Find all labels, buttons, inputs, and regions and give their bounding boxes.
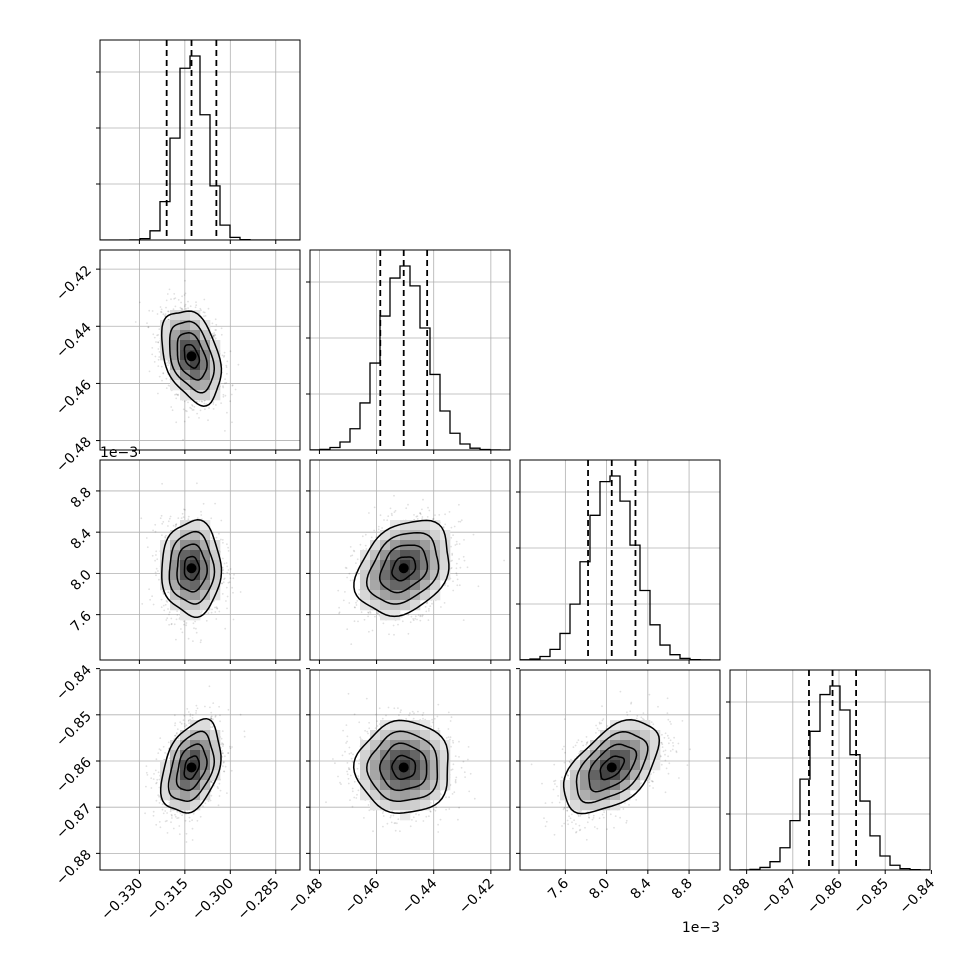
contour-level-0 bbox=[391, 754, 417, 781]
contour-level-1 bbox=[378, 544, 429, 594]
panel-3-0 bbox=[96, 668, 301, 874]
panel-frame bbox=[99, 669, 301, 871]
density-peak bbox=[398, 563, 409, 574]
y-tick-label-1-0: −0.48 bbox=[53, 434, 95, 476]
contour-level-3 bbox=[353, 519, 450, 618]
x-tick-label-1-2: −0.44 bbox=[399, 875, 441, 917]
density-cells bbox=[360, 720, 451, 821]
density-peak bbox=[186, 351, 197, 362]
contour-level-1 bbox=[379, 742, 428, 792]
panel-frame bbox=[519, 459, 721, 661]
x-tick-label-3-1: −0.87 bbox=[758, 876, 800, 918]
panel-2-1 bbox=[306, 459, 511, 664]
density-peak bbox=[398, 762, 409, 773]
histogram-step bbox=[310, 265, 510, 450]
contour-level-2 bbox=[168, 530, 216, 605]
density-peak bbox=[186, 762, 197, 773]
panel-3-3 bbox=[726, 669, 932, 874]
y-tick-label-1-2: −0.44 bbox=[53, 320, 95, 362]
y-tick-label-2-1: 8.0 bbox=[68, 567, 95, 594]
panel-3-1 bbox=[306, 668, 511, 874]
x-offset-text-2: 1e−3 bbox=[682, 920, 720, 936]
y-tick-label-2-0: 7.6 bbox=[68, 608, 95, 635]
y-tick-label-1-3: −0.42 bbox=[53, 263, 95, 305]
y-tick-label-3-3: −0.85 bbox=[53, 708, 95, 750]
contour-level-3 bbox=[159, 717, 222, 814]
contour-level-0 bbox=[599, 755, 626, 781]
panel-frame bbox=[99, 459, 301, 661]
contour-level-1 bbox=[175, 743, 208, 792]
contour-level-0 bbox=[391, 556, 417, 582]
x-tick-label-1-0: −0.48 bbox=[285, 876, 327, 918]
contour-level-3 bbox=[161, 519, 223, 618]
panel-frame bbox=[309, 669, 511, 871]
contour-level-0 bbox=[183, 343, 201, 369]
contour-level-2 bbox=[168, 320, 216, 394]
contour-level-3 bbox=[352, 719, 449, 814]
y-tick-label-3-2: −0.86 bbox=[53, 754, 95, 796]
x-tick-label-3-3: −0.85 bbox=[850, 876, 892, 918]
y-tick-label-3-0: −0.88 bbox=[53, 847, 95, 889]
panel-frame bbox=[99, 39, 301, 241]
x-tick-label-0-1: −0.315 bbox=[144, 876, 192, 924]
density-peak bbox=[606, 762, 617, 773]
contour-level-0 bbox=[183, 755, 201, 780]
x-tick-label-3-2: −0.86 bbox=[804, 875, 846, 917]
x-tick-label-2-1: 8.0 bbox=[586, 876, 613, 903]
panel-frame bbox=[729, 669, 931, 871]
contour-level-0 bbox=[183, 555, 201, 582]
contour-level-1 bbox=[588, 743, 638, 793]
panel-0-0 bbox=[96, 39, 301, 244]
x-tick-label-0-0: −0.330 bbox=[98, 876, 146, 924]
panel-2-0 bbox=[96, 459, 301, 664]
x-tick-label-3-0: −0.88 bbox=[712, 876, 754, 918]
contour-level-1 bbox=[176, 332, 208, 381]
contour-level-2 bbox=[167, 730, 216, 802]
x-tick-label-2-0: 7.6 bbox=[545, 875, 572, 902]
x-tick-label-0-3: −0.285 bbox=[235, 876, 283, 924]
y-tick-label-3-1: −0.87 bbox=[53, 801, 95, 843]
y-tick-label-2-2: 8.4 bbox=[68, 526, 95, 553]
panel-frame bbox=[309, 249, 511, 451]
panel-1-1 bbox=[306, 249, 511, 454]
y-tick-label-2-3: 8.8 bbox=[68, 484, 95, 511]
x-tick-label-1-3: −0.42 bbox=[456, 876, 498, 918]
histogram-step bbox=[730, 685, 930, 870]
density-peak bbox=[186, 563, 197, 574]
contour-level-2 bbox=[366, 730, 439, 803]
x-tick-label-0-2: −0.300 bbox=[189, 876, 237, 924]
contour-level-2 bbox=[365, 531, 440, 605]
x-tick-label-3-4: −0.84 bbox=[897, 875, 939, 917]
contour-level-1 bbox=[176, 543, 208, 593]
histogram-step bbox=[100, 55, 300, 240]
contour-level-3 bbox=[562, 719, 661, 815]
panel-frame bbox=[519, 669, 721, 871]
panel-frame bbox=[99, 249, 301, 451]
y-tick-label-1-1: −0.46 bbox=[53, 377, 95, 419]
y-tick-label-3-4: −0.84 bbox=[53, 662, 95, 704]
panel-3-2 bbox=[516, 668, 721, 874]
density-cells bbox=[160, 520, 221, 621]
histogram-step bbox=[520, 475, 720, 660]
x-tick-label-1-1: −0.46 bbox=[342, 875, 384, 917]
panel-2-2 bbox=[516, 459, 721, 664]
contour-level-3 bbox=[160, 310, 223, 407]
contour-level-2 bbox=[575, 731, 649, 804]
x-tick-label-2-3: 8.8 bbox=[669, 876, 696, 903]
panel-frame bbox=[309, 459, 511, 661]
x-tick-label-2-2: 8.4 bbox=[628, 875, 655, 902]
panel-1-0 bbox=[96, 249, 301, 454]
y-offset-text-2: 1e−3 bbox=[100, 445, 138, 461]
